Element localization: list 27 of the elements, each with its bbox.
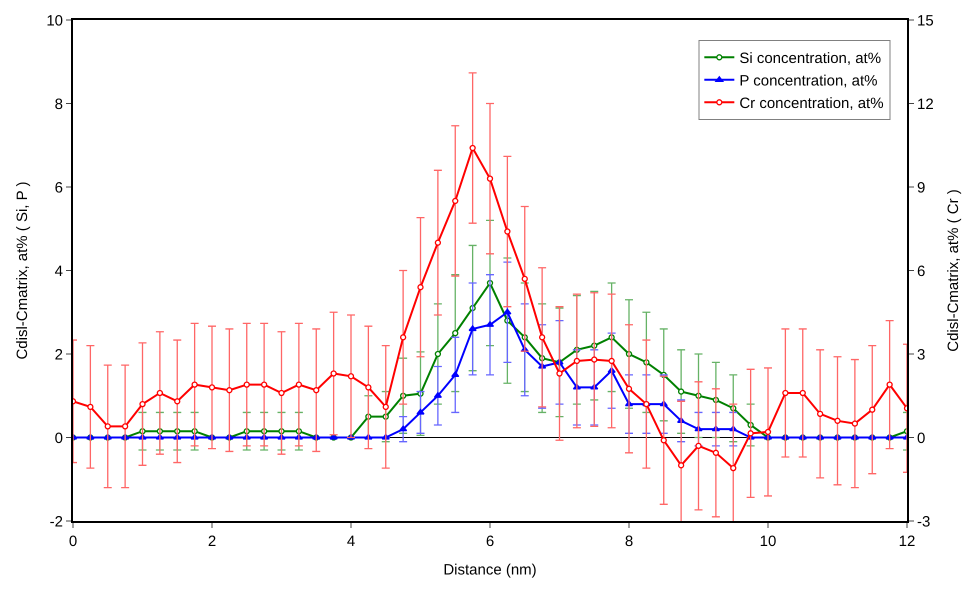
x-tick-label: 12 [898, 533, 916, 550]
y-tick-label: 0 [54, 430, 63, 447]
y-tick-label: 10 [46, 12, 63, 30]
x-tick-label: 6 [486, 533, 494, 550]
y2-tick-label: 6 [917, 262, 926, 280]
y2-tick-label: 9 [917, 179, 926, 196]
legend-label: P concentration, at% [739, 72, 878, 90]
legend-label: Si concentration, at% [739, 50, 882, 68]
y2-tick-label: 12 [917, 96, 934, 113]
x-tick-label: 0 [68, 533, 78, 550]
y2-tick-label: 3 [917, 346, 926, 364]
x-tick-label: 10 [760, 533, 776, 550]
y2-tick-label: 15 [917, 12, 934, 30]
y-tick-label: 8 [54, 96, 63, 113]
legend-label: Cr concentration, at% [739, 95, 884, 112]
x-tick-label: 2 [208, 533, 216, 550]
y-tick-label: 6 [54, 179, 63, 196]
x-tick-label: 4 [346, 533, 356, 550]
y-tick-label: -2 [50, 513, 63, 530]
y2-tick-label: 0 [917, 430, 926, 447]
y2-tick-label: -3 [917, 513, 930, 530]
y-tick-label: 4 [54, 262, 63, 280]
y2-axis-title: Cdisl-Cmatrix, at% ( Cr ) [945, 189, 962, 352]
y-tick-label: 2 [54, 346, 63, 364]
x-tick-label: 8 [624, 533, 634, 550]
x-axis-title: Distance (nm) [443, 562, 537, 578]
y-axis-title: Cdisl-Cmatrix, at% ( Si, P ) [14, 181, 32, 360]
